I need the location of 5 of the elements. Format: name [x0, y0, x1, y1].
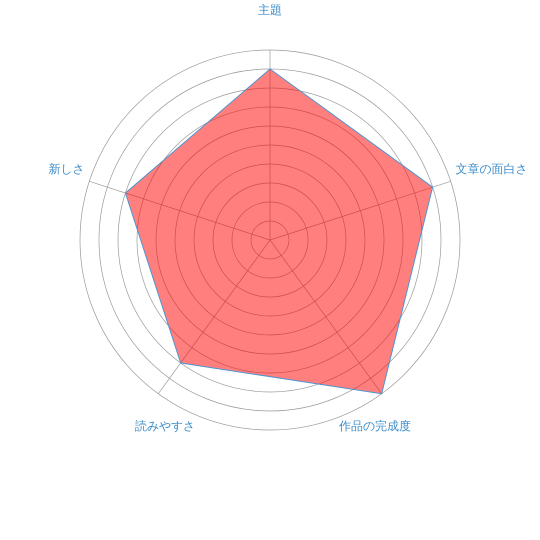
- spoke-label: 読みやすさ: [134, 419, 195, 434]
- spoke-label: 新しさ: [48, 162, 84, 176]
- spoke-label: 作品の完成度: [338, 419, 412, 434]
- spoke-label: 文章の面白さ: [456, 162, 528, 176]
- spoke-label: 主題: [258, 3, 282, 17]
